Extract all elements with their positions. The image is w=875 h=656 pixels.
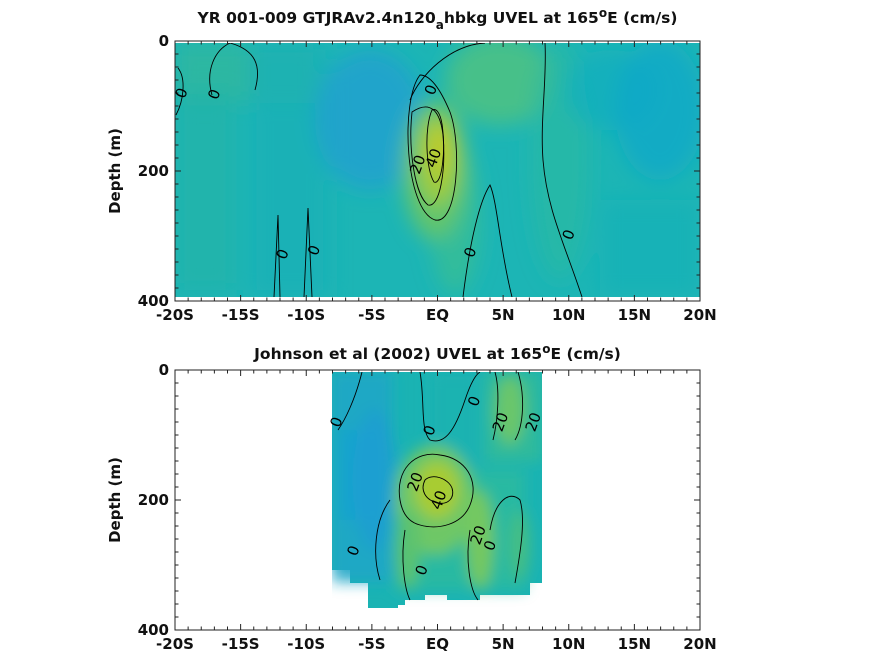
top-x-tick-label: -15S [222, 306, 260, 324]
bottom-contour-label: 20 [403, 470, 426, 494]
top-x-tick-label: -20S [156, 306, 194, 324]
top-x-tick-label: -5S [358, 306, 385, 324]
bottom-x-tick-label: 20N [683, 635, 716, 653]
top-x-tick-label: 5N [492, 306, 515, 324]
bottom-x-tick-label: 15N [618, 635, 651, 653]
top-heatmap-field [175, 43, 700, 297]
bottom-x-tick-label: 10N [552, 635, 585, 653]
top-chart-title: YR 001-009 GTJRAv2.4n120ahbkg UVEL at 16… [197, 6, 678, 32]
bottom-chart-title: Johnson et al (2002) UVEL at 165oE (cm/s… [253, 342, 621, 363]
top-x-tick-label: 15N [618, 306, 651, 324]
bottom-x-tick-label: 5N [492, 635, 515, 653]
top-y-tick-label: 400 [138, 292, 169, 310]
top-x-tick-label: EQ [426, 306, 449, 324]
top-y-tick-label: 200 [138, 162, 169, 180]
bottom-x-tick-label: -5S [358, 635, 385, 653]
top-x-tick-label: 10N [552, 306, 585, 324]
top-y-tick-label: 0 [159, 32, 169, 50]
bottom-contour-label: 20 [489, 410, 512, 434]
top-panel [175, 41, 700, 301]
bottom-panel [175, 370, 700, 630]
top-contour-label: 20 [406, 152, 429, 176]
bottom-y-axis-label: Depth (m) [106, 457, 124, 543]
bottom-contour-label: 20 [522, 410, 545, 434]
bottom-y-tick-label: 400 [138, 621, 169, 639]
bottom-x-tick-label: -20S [156, 635, 194, 653]
bottom-heatmap-field [332, 372, 542, 608]
bottom-contour-label: 20 [466, 523, 489, 547]
top-y-axis-label: Depth (m) [106, 128, 124, 214]
top-x-tick-label: -10S [287, 306, 325, 324]
bottom-x-tick-label: -10S [287, 635, 325, 653]
bottom-x-tick-label: -15S [222, 635, 260, 653]
bottom-x-tick-label: EQ [426, 635, 449, 653]
bottom-contour-label: 40 [427, 488, 450, 512]
top-contour-label: 40 [422, 146, 445, 170]
bottom-y-tick-label: 0 [159, 361, 169, 379]
top-x-tick-label: 20N [683, 306, 716, 324]
bottom-y-tick-label: 200 [138, 491, 169, 509]
